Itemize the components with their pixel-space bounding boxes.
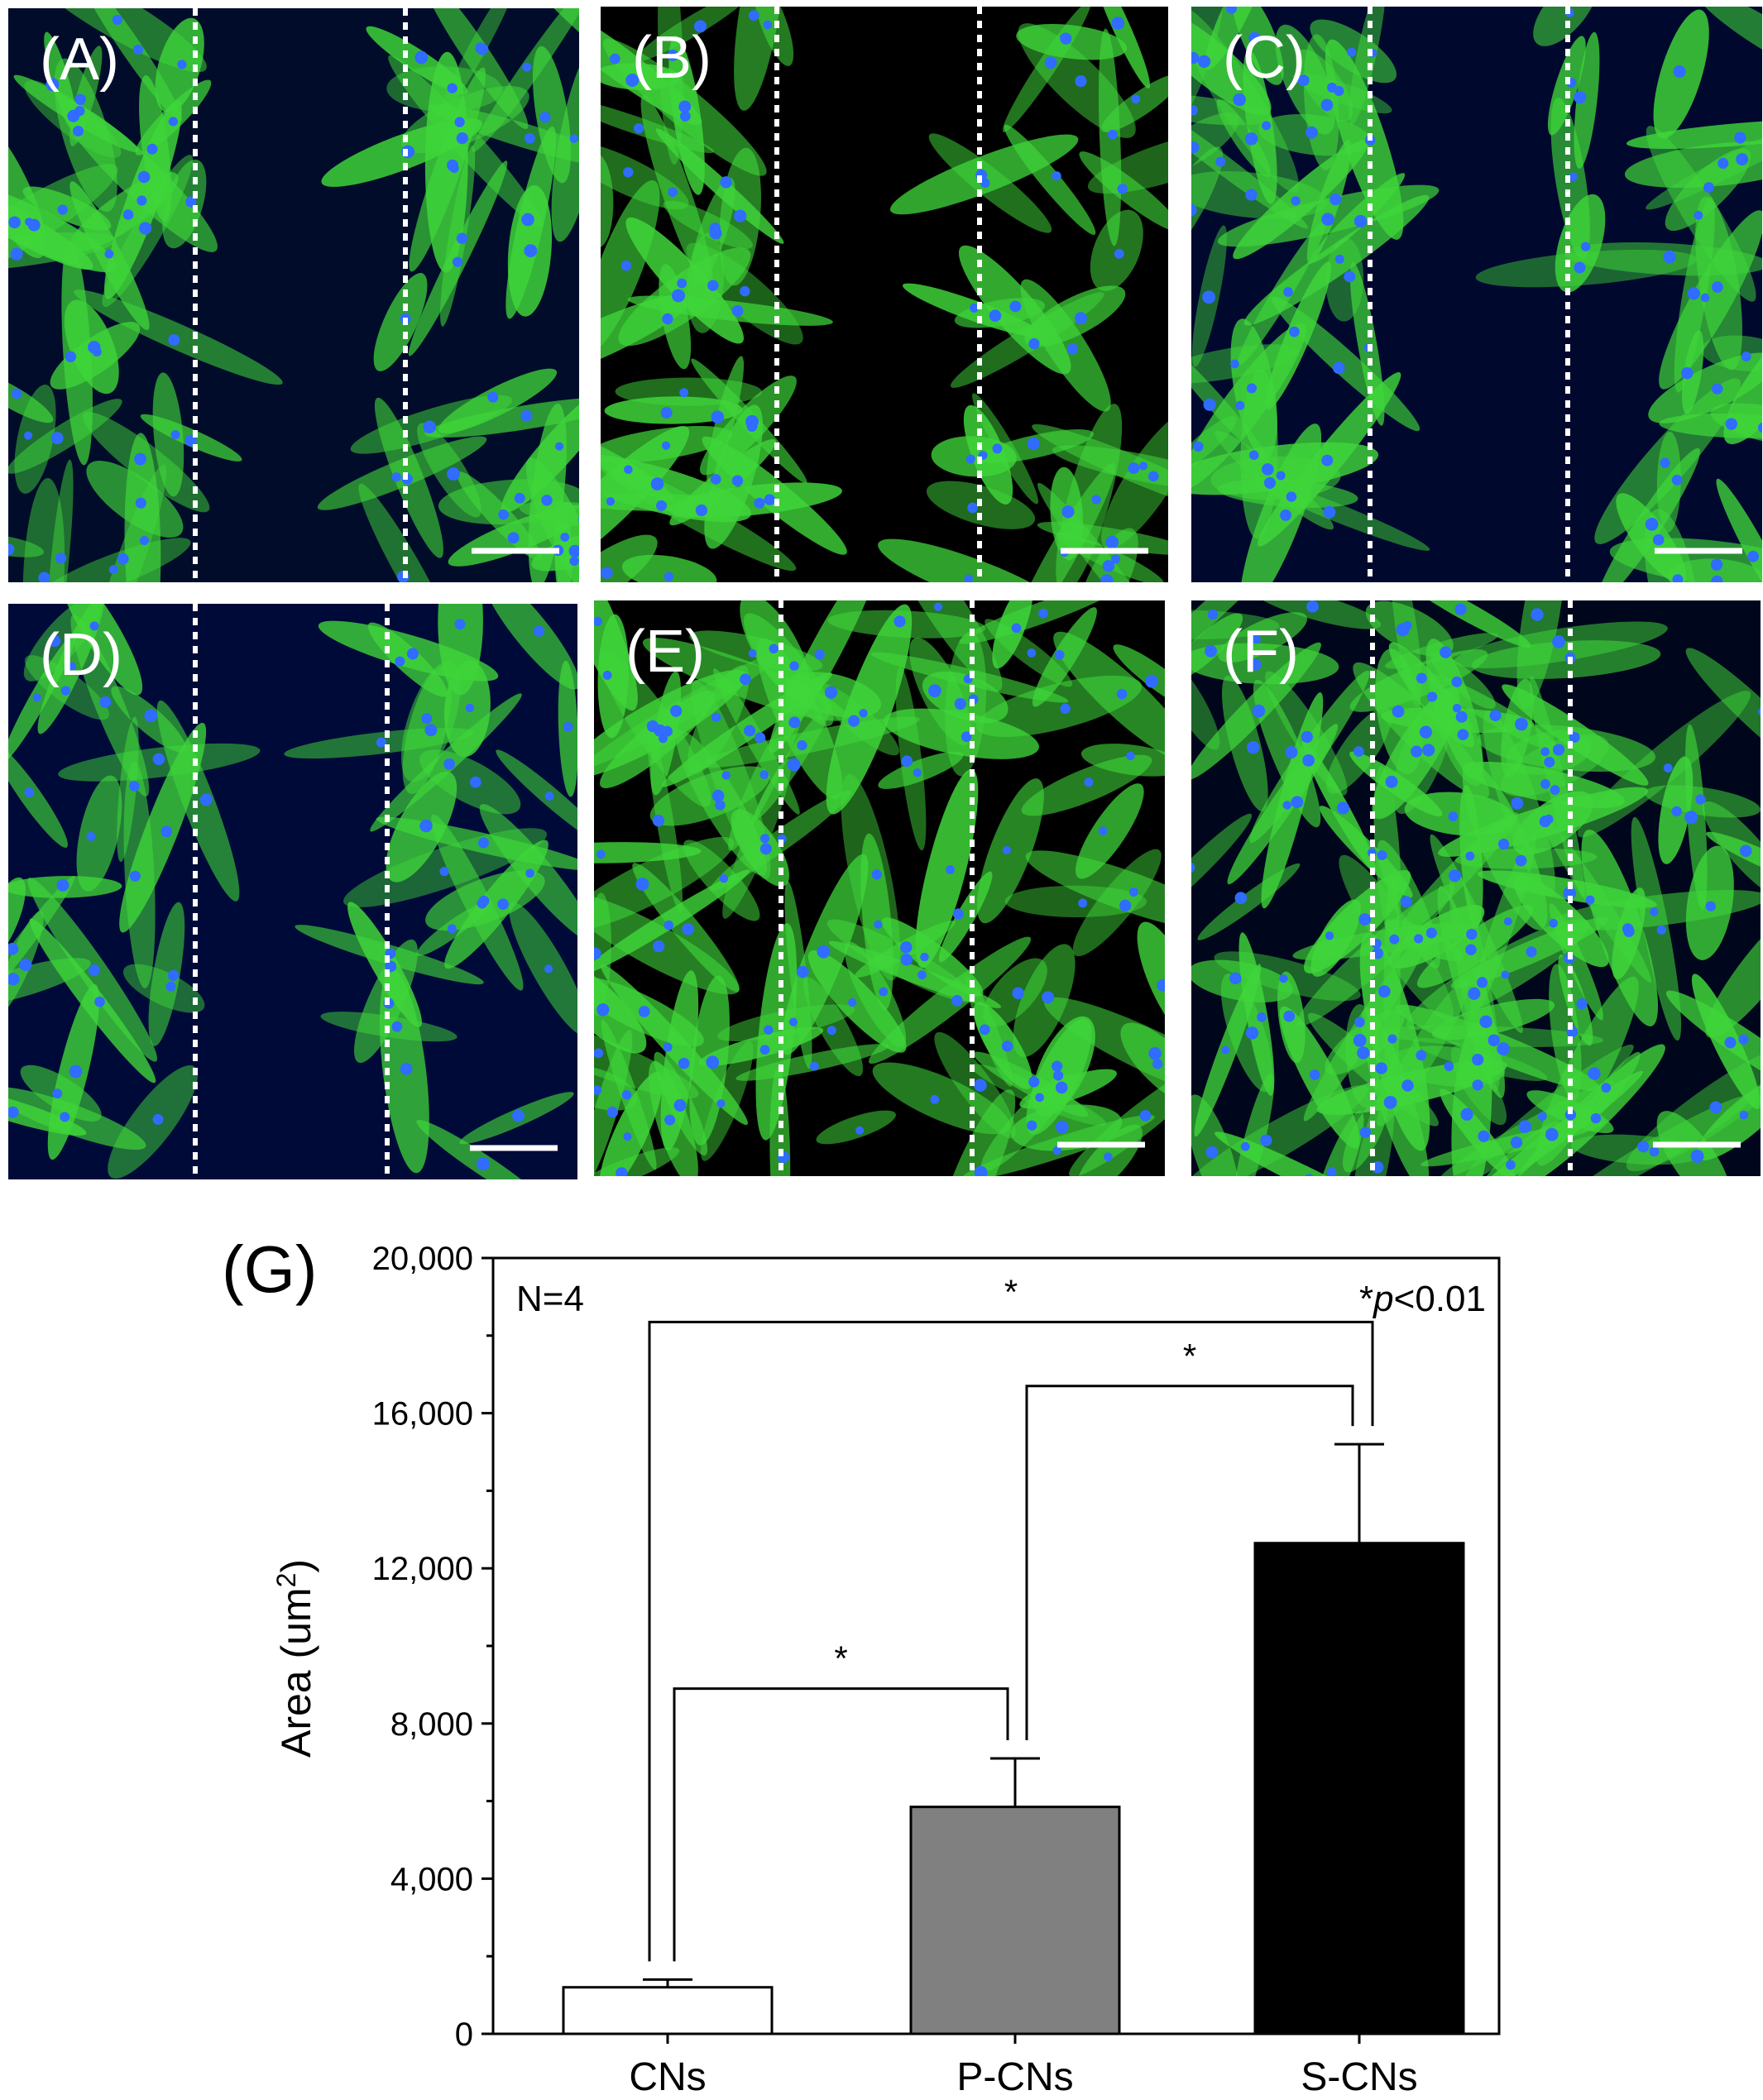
y-tick-label: 4,000 xyxy=(390,1861,473,1897)
bar-s-cns xyxy=(1253,1542,1465,2035)
significance-star: * xyxy=(1183,1337,1196,1375)
micrograph-panel-e: (E) xyxy=(594,600,1165,1176)
panel-label: (E) xyxy=(625,619,705,685)
y-tick-label: 8,000 xyxy=(390,1706,473,1743)
cell-image xyxy=(1191,7,1762,582)
panel-label: (A) xyxy=(40,26,119,93)
panel-label: (C) xyxy=(1223,25,1305,91)
y-tick-label: 12,000 xyxy=(372,1551,473,1587)
sample-size-label: N=4 xyxy=(516,1279,584,1319)
bar-p-cns xyxy=(909,1806,1121,2035)
micrograph-panel-b: (B) xyxy=(601,7,1168,582)
micrograph-panel-c: (C) xyxy=(1191,7,1762,582)
panel-label: (B) xyxy=(632,25,711,91)
y-axis-label: Area (um2) xyxy=(271,1559,319,1758)
cell-image xyxy=(601,7,1168,582)
nuclei xyxy=(1191,600,1761,1176)
micrograph-panel-a: (A) xyxy=(8,8,579,582)
panel-label: (F) xyxy=(1223,619,1299,685)
nuclei xyxy=(1191,7,1762,582)
p-value-label: *p<0.01 xyxy=(1359,1279,1486,1319)
cell-image xyxy=(8,8,579,582)
cell-image xyxy=(8,604,577,1179)
significance-bracket xyxy=(1025,1385,1354,1741)
panel-label-g: (G) xyxy=(222,1232,318,1306)
x-tick-label: S-CNs xyxy=(1301,2055,1417,2099)
x-tick-label: CNs xyxy=(629,2055,706,2099)
y-tick-label: 20,000 xyxy=(372,1241,473,1277)
cell-image xyxy=(1191,600,1761,1176)
micrograph-panel-f: (F) xyxy=(1191,600,1761,1176)
significance-bracket xyxy=(648,1320,1374,1962)
micrograph-panel-d: (D) xyxy=(8,604,577,1179)
nuclei xyxy=(601,10,1159,582)
x-tick-label: P-CNs xyxy=(956,2055,1073,2099)
panel-label: (D) xyxy=(40,622,122,688)
nuclei xyxy=(594,602,1165,1176)
y-tick-label: 0 xyxy=(455,2016,473,2053)
y-tick-label: 16,000 xyxy=(372,1396,473,1433)
significance-bracket xyxy=(673,1687,1009,1962)
significance-star: * xyxy=(1004,1272,1018,1311)
bar-cns xyxy=(562,1986,774,2035)
nuclei xyxy=(8,619,573,1170)
cell-image xyxy=(594,600,1165,1176)
nuclei xyxy=(8,14,579,582)
significance-star: * xyxy=(834,1639,847,1678)
